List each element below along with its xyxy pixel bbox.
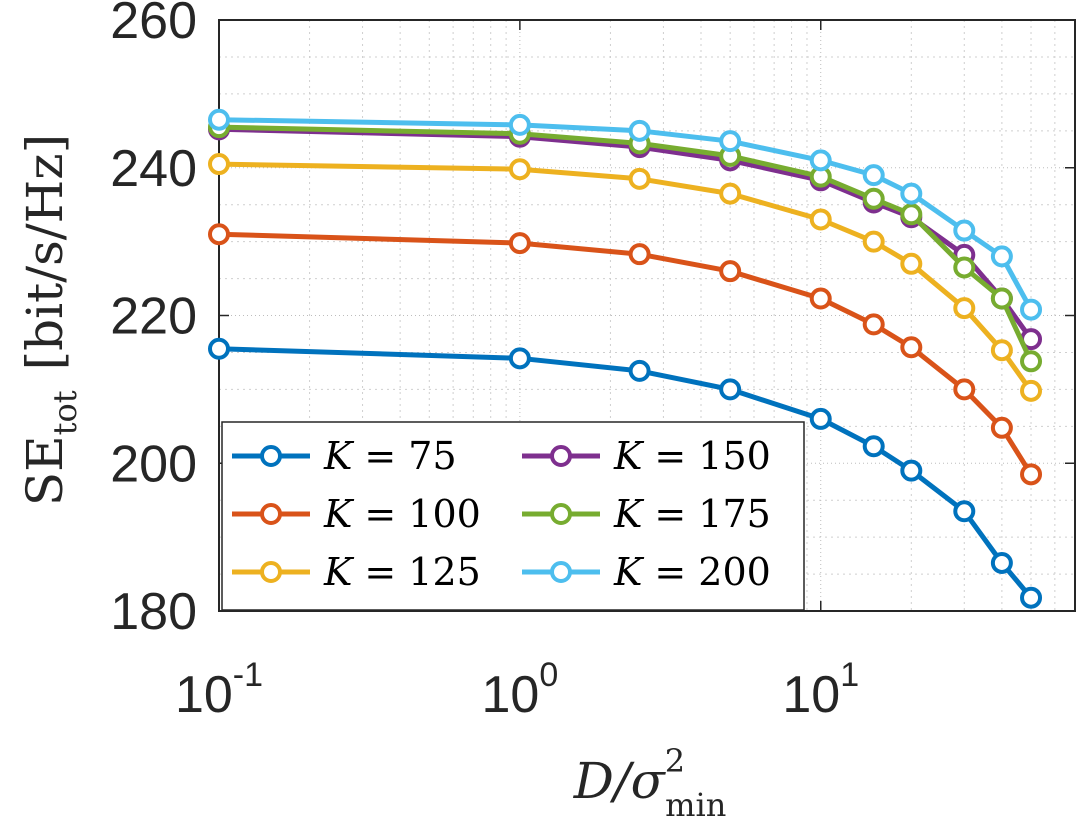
series-marker xyxy=(719,130,742,153)
series-marker xyxy=(990,416,1013,439)
series-marker xyxy=(953,256,976,279)
y-axis-label-sub: tot xyxy=(46,390,84,435)
y-axis-label: SEtot [bit/s/Hz] xyxy=(16,134,84,506)
legend-item: K = 75 xyxy=(232,434,457,478)
series-marker xyxy=(719,182,742,205)
series-marker xyxy=(1020,350,1043,373)
legend-marker xyxy=(550,561,572,583)
legend-marker xyxy=(550,503,572,525)
series-marker xyxy=(628,167,651,190)
series-marker xyxy=(719,378,742,401)
y-tick-label: 220 xyxy=(110,288,197,346)
series-marker xyxy=(208,153,230,176)
series-marker xyxy=(900,182,923,205)
axis-ticks xyxy=(218,19,1075,612)
series-marker xyxy=(208,223,230,246)
series-line xyxy=(218,117,1034,311)
x-tick-labels: 10-1 100 101 xyxy=(175,656,859,724)
series-layer xyxy=(208,108,1043,609)
legend-label: K = 175 xyxy=(613,492,771,536)
series-marker xyxy=(628,359,651,382)
series-marker xyxy=(990,339,1013,362)
series-marker xyxy=(900,336,923,359)
y-tick-label: 240 xyxy=(110,140,197,198)
series-1 xyxy=(208,223,1043,486)
series-marker xyxy=(862,435,885,458)
y-tick-label: 180 xyxy=(110,583,197,641)
series-line xyxy=(218,126,1034,341)
legend-item: K = 200 xyxy=(522,550,771,594)
x-tick-label: 101 xyxy=(782,656,859,724)
legend-box xyxy=(221,421,805,611)
series-4 xyxy=(208,116,1043,373)
series-marker xyxy=(990,287,1013,310)
y-axis-label-main: SE xyxy=(16,435,74,506)
series-marker xyxy=(900,459,923,482)
series-marker xyxy=(208,108,230,131)
x-axis-label-sub: min xyxy=(665,786,726,818)
series-marker xyxy=(953,500,976,523)
series-marker xyxy=(990,245,1013,268)
series-marker xyxy=(862,164,885,187)
legend-marker xyxy=(550,445,572,467)
series-marker xyxy=(1020,298,1043,321)
series-marker xyxy=(953,297,976,320)
series-marker xyxy=(208,337,230,360)
legend-label: K = 75 xyxy=(323,434,457,478)
series-marker xyxy=(1020,379,1043,402)
series-marker xyxy=(900,252,923,275)
series-marker xyxy=(809,407,832,430)
y-axis-label-unit: [bit/s/Hz] xyxy=(16,134,74,370)
legend-item: K = 100 xyxy=(232,492,481,536)
legend-marker xyxy=(260,561,282,583)
series-marker xyxy=(508,232,531,255)
y-tick-label: 200 xyxy=(110,435,197,493)
legend-label: K = 150 xyxy=(613,434,771,478)
series-marker xyxy=(862,187,885,210)
series-marker xyxy=(809,287,832,310)
series-marker xyxy=(1020,463,1043,486)
series-marker xyxy=(508,347,531,370)
legend-marker xyxy=(260,503,282,525)
legend-label: K = 200 xyxy=(613,550,771,594)
legend-item: K = 150 xyxy=(522,434,771,478)
series-marker xyxy=(628,243,651,266)
series-line xyxy=(218,346,1033,600)
series-0 xyxy=(208,337,1043,609)
legend-item: K = 175 xyxy=(522,492,771,536)
series-5 xyxy=(208,108,1043,321)
series-marker xyxy=(953,378,976,401)
series-marker xyxy=(719,260,742,283)
x-tick-label: 10-1 xyxy=(175,656,263,724)
legend-label: K = 100 xyxy=(323,492,481,536)
series-marker xyxy=(508,113,531,136)
series-marker xyxy=(809,149,832,172)
series-marker xyxy=(862,313,885,336)
x-axis-label-main: D/σ xyxy=(573,752,667,810)
series-marker xyxy=(1020,586,1043,609)
series-marker xyxy=(990,551,1013,574)
series-line xyxy=(218,161,1034,393)
series-line xyxy=(218,124,1034,363)
series-marker xyxy=(900,203,923,226)
series-marker xyxy=(809,208,832,231)
legend: K = 75 K = 100 K = 125 K = 150 K = 175 K = 200 xyxy=(221,421,805,611)
series-2 xyxy=(208,153,1043,402)
series-line xyxy=(218,231,1034,476)
series-marker xyxy=(862,230,885,253)
x-tick-label: 100 xyxy=(481,656,558,724)
legend-marker xyxy=(260,445,282,467)
series-marker xyxy=(953,219,976,242)
y-tick-labels: 180 200 220 240 260 xyxy=(110,0,197,641)
series-3 xyxy=(208,118,1043,351)
x-axis-label: D/σ2 min xyxy=(573,742,727,818)
series-marker xyxy=(628,119,651,142)
series-marker xyxy=(508,158,531,181)
legend-item: K = 125 xyxy=(232,550,481,594)
x-axis-label-sup: 2 xyxy=(665,742,685,780)
y-tick-label: 260 xyxy=(110,0,197,50)
legend-label: K = 125 xyxy=(323,550,481,594)
